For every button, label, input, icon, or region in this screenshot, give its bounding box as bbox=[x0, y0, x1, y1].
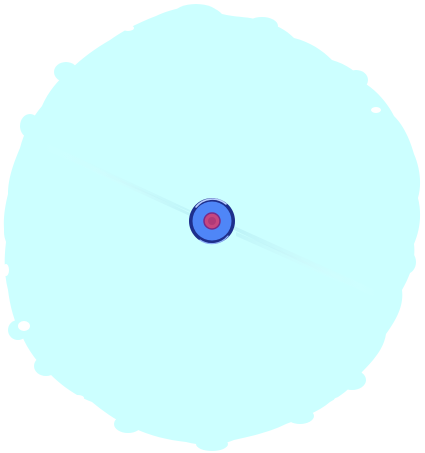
motion-streaks bbox=[40, 140, 380, 298]
cloud-edge-bumps bbox=[4, 4, 416, 451]
marker-lower-arc bbox=[199, 235, 229, 245]
marker-highlight-arc bbox=[195, 198, 227, 208]
cloud-edge-notches bbox=[3, 25, 418, 403]
marker-core-inner bbox=[208, 217, 216, 225]
target-icon bbox=[189, 198, 235, 245]
